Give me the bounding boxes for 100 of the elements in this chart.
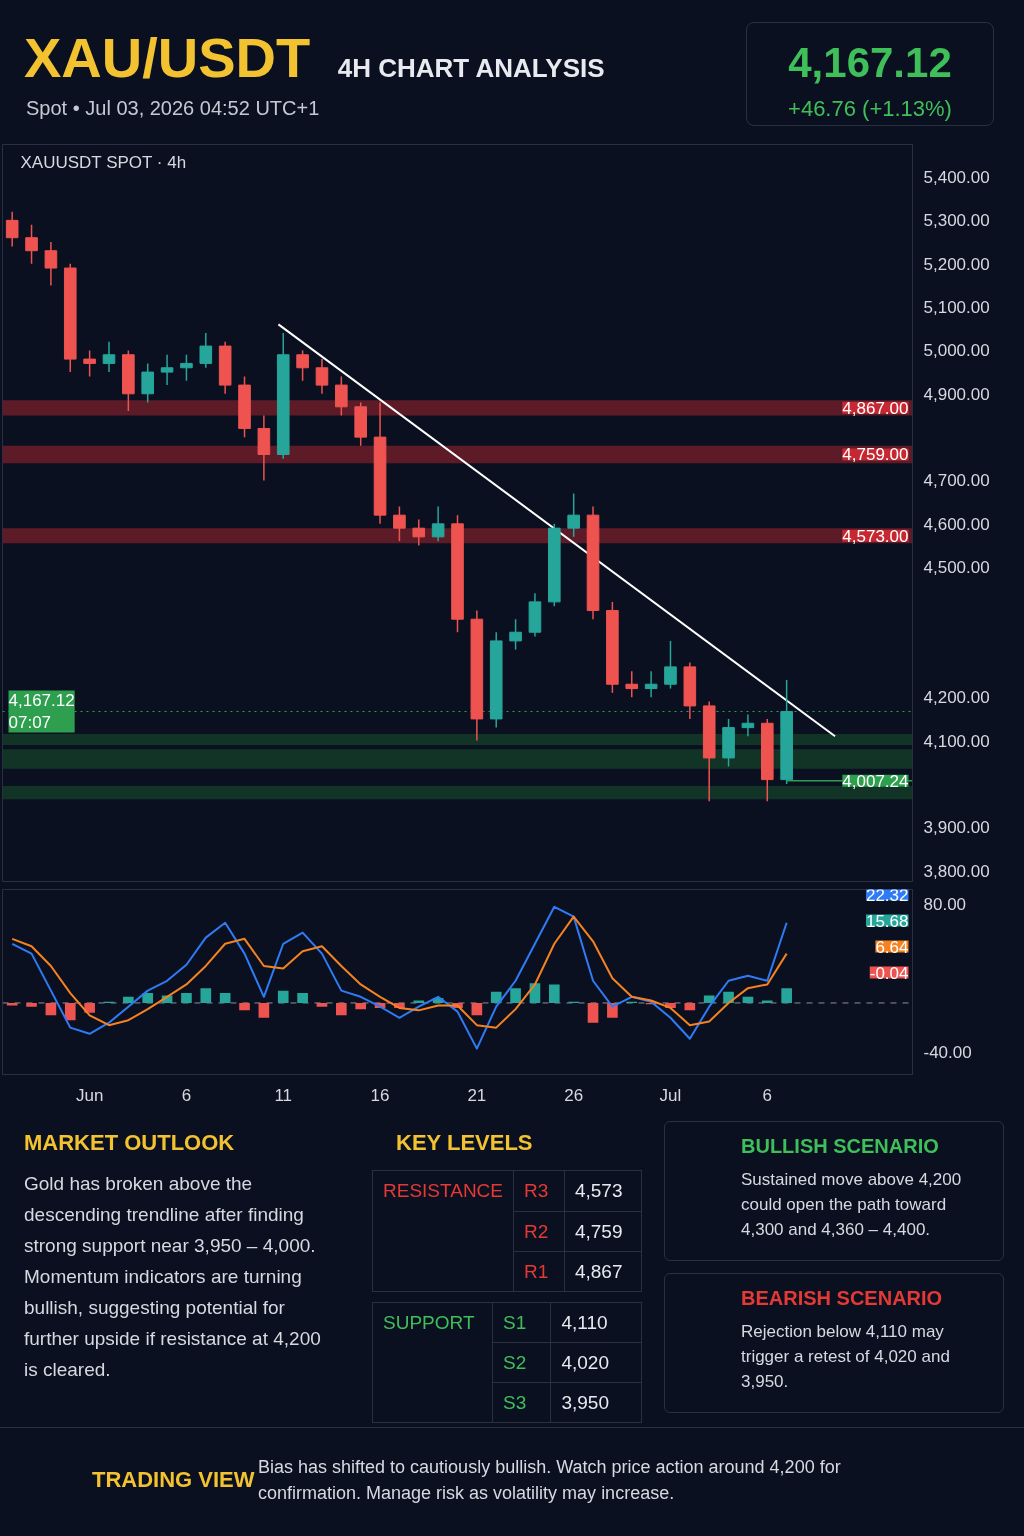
y-tick-label: 5,300.00 <box>923 211 990 231</box>
text: Sustained move above 4,200 could open the path toward 4,300 and 4,360 – 4,400. <box>741 1168 963 1241</box>
bar <box>26 1002 37 1007</box>
text: 4,020 <box>550 1342 642 1383</box>
annotation: -0.04 <box>869 963 909 983</box>
line-series <box>11 905 788 1050</box>
y-tick-label: 4,900.00 <box>923 384 990 404</box>
text: MARKET OUTLOOK <box>24 1129 236 1157</box>
y-tick-label: 5,200.00 <box>923 254 990 274</box>
bar <box>258 1002 270 1018</box>
bar <box>123 996 134 1003</box>
y-tick-label: 4,500.00 <box>923 558 990 578</box>
candlestick <box>141 362 155 404</box>
candlestick <box>412 518 426 547</box>
candlestick <box>664 640 677 690</box>
text: S3 <box>492 1382 551 1423</box>
text: BEARISH SCENARIO <box>741 1286 944 1311</box>
x-tick-label: 21 <box>467 1085 487 1105</box>
bar <box>781 988 792 1003</box>
x-tick-label: 16 <box>370 1085 390 1105</box>
candlestick <box>5 210 19 248</box>
y-tick-label: 5,400.00 <box>923 168 990 188</box>
y-tick-label: -40.00 <box>923 1043 972 1063</box>
y-tick-label: 80.00 <box>923 895 967 915</box>
text: 4,167.12 <box>787 38 953 88</box>
x-tick-label: 6 <box>762 1085 773 1105</box>
candlestick <box>25 223 38 265</box>
text: 4,759 <box>564 1211 642 1252</box>
candlestick <box>625 670 639 698</box>
y-tick-label: 3,900.00 <box>923 818 990 838</box>
text: Gold has broken above the descending trendline after finding strong support near 3,950 – 4,000. Momentum indicators are turning bullish, suggesting potential for further upside if resistance at 4,200 is cleared. <box>24 1172 322 1383</box>
bar <box>142 993 154 1003</box>
candlestick <box>741 713 755 738</box>
line-series <box>11 915 788 1029</box>
y-tick-label: 3,800.00 <box>923 861 990 881</box>
x-tick-label: 11 <box>274 1085 293 1105</box>
text: 3,950 <box>550 1382 642 1423</box>
y-tick-label: 4,600.00 <box>923 514 990 534</box>
bar <box>510 988 521 1003</box>
text: S1 <box>492 1302 551 1343</box>
bar <box>723 991 734 1003</box>
candlestick <box>180 354 193 382</box>
annotation: 6.64 <box>875 937 909 957</box>
bar <box>471 1002 483 1016</box>
bar <box>336 1002 347 1016</box>
bar <box>316 1002 328 1007</box>
text: 4,110 <box>550 1302 642 1343</box>
text: 4,867 <box>564 1251 642 1292</box>
band-label: 4,573.00 <box>842 526 909 546</box>
text: R3 <box>513 1170 565 1212</box>
text: RESISTANCE <box>372 1170 514 1292</box>
bar <box>587 1002 599 1023</box>
bar <box>239 1002 250 1011</box>
text: Bias has shifted to cautiously bullish. Watch price action around 4,200 for confirmation. Manage risk as volatility may increase. <box>258 1456 842 1505</box>
bar <box>297 993 308 1003</box>
annotation: 22.32 <box>865 885 909 905</box>
text: BULLISH SCENARIO <box>741 1134 940 1159</box>
bar <box>219 993 231 1003</box>
x-tick-label: Jul <box>659 1085 682 1105</box>
text: 4,573 <box>564 1170 642 1212</box>
chart-subtitle: 4H CHART ANALYSIS <box>337 53 605 83</box>
bar <box>200 988 212 1003</box>
bar <box>490 991 502 1003</box>
band-label: 4,867.00 <box>842 398 909 418</box>
candlestick <box>393 505 406 542</box>
candlestick <box>567 492 580 538</box>
text: SUPPORT <box>372 1302 493 1423</box>
text: R2 <box>513 1211 565 1252</box>
candlestick <box>644 670 658 698</box>
y-tick-label: 5,100.00 <box>923 298 990 318</box>
bar <box>45 1002 57 1016</box>
y-tick-label: 4,100.00 <box>923 731 990 751</box>
candlestick <box>296 349 309 382</box>
y-tick-label: 4,700.00 <box>923 471 990 491</box>
y-tick-label: 4,200.00 <box>923 688 990 708</box>
text: S2 <box>492 1342 551 1383</box>
bar <box>548 984 560 1003</box>
candlestick <box>160 354 174 386</box>
candlestick <box>431 505 445 542</box>
ref-line-label: 4,007.24 <box>842 771 909 791</box>
candlestick <box>315 358 329 395</box>
bar <box>64 1002 76 1021</box>
text: KEY LEVELS <box>396 1129 534 1157</box>
text: TRADING VIEW <box>92 1466 255 1494</box>
x-tick-label: 26 <box>564 1085 584 1105</box>
candlestick <box>44 241 58 287</box>
candlestick <box>102 341 116 373</box>
bar <box>742 996 754 1003</box>
bar <box>181 993 192 1003</box>
bar <box>355 1002 367 1010</box>
ref-line-label: 4,167.12 07:07 <box>8 690 75 733</box>
candlestick <box>199 332 213 369</box>
x-tick-label: 6 <box>181 1085 192 1105</box>
text: Spot • Jul 03, 2026 04:52 UTC+1 <box>26 96 320 121</box>
x-tick-label: Jun <box>75 1085 104 1105</box>
candlestick <box>83 349 96 378</box>
annotation: 15.68 <box>865 911 909 931</box>
y-tick-label: 5,000.00 <box>923 341 990 361</box>
bar <box>277 990 289 1003</box>
text: +46.76 (+1.13%) <box>787 95 953 123</box>
